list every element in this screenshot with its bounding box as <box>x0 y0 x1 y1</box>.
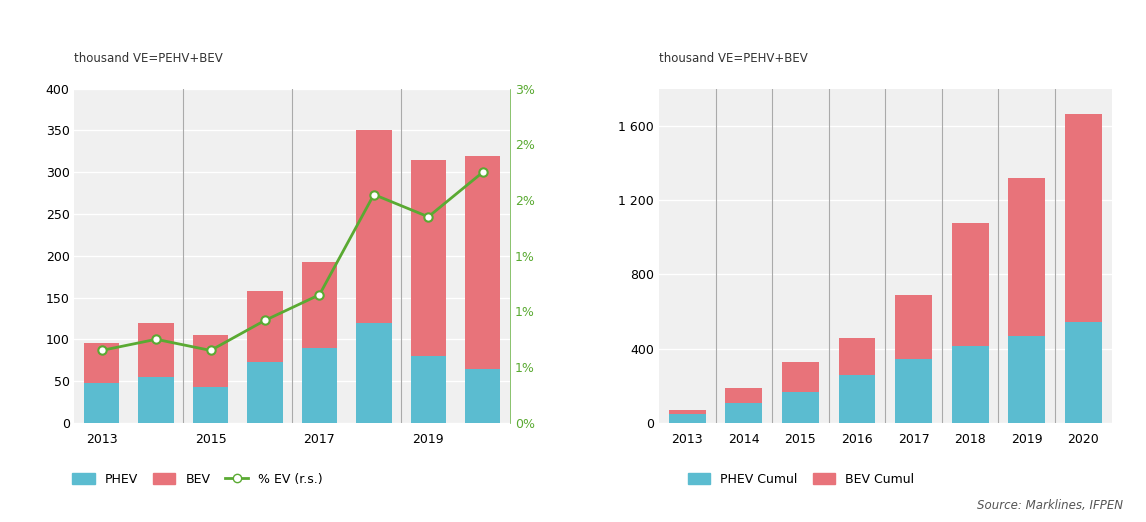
Bar <box>725 404 762 423</box>
Bar <box>465 156 501 369</box>
Legend: PHEV, BEV, % EV (r.s.): PHEV, BEV, % EV (r.s.) <box>72 472 322 485</box>
Bar <box>301 262 337 348</box>
Bar <box>139 377 174 423</box>
Bar <box>669 413 706 423</box>
Bar <box>193 387 228 423</box>
Bar <box>895 295 932 359</box>
Bar <box>839 375 876 423</box>
Legend: PHEV Cumul, BEV Cumul: PHEV Cumul, BEV Cumul <box>688 472 915 485</box>
Bar <box>1065 322 1101 423</box>
Bar <box>839 338 876 375</box>
Bar <box>725 387 762 404</box>
Bar <box>952 346 989 423</box>
Text: Annual sales - USA: Annual sales - USA <box>19 33 195 51</box>
Bar <box>1008 336 1045 423</box>
Bar <box>356 323 392 423</box>
Text: thousand VE=PEHV+BEV: thousand VE=PEHV+BEV <box>659 52 808 65</box>
Text: thousand VE=PEHV+BEV: thousand VE=PEHV+BEV <box>74 52 223 65</box>
Bar <box>1008 178 1045 336</box>
Bar <box>410 160 446 356</box>
Bar <box>952 223 989 346</box>
Bar <box>248 362 283 423</box>
Bar <box>895 359 932 423</box>
Bar <box>465 369 501 423</box>
Bar <box>782 362 818 392</box>
Bar <box>84 342 119 383</box>
Bar <box>193 335 228 387</box>
Bar <box>301 348 337 423</box>
Bar <box>782 392 818 423</box>
Bar <box>410 356 446 423</box>
Bar <box>139 323 174 377</box>
Text: Source: Marklines, IFPEN: Source: Marklines, IFPEN <box>978 499 1123 512</box>
Bar <box>1065 114 1101 322</box>
Text: Cumulative sales - USA: Cumulative sales - USA <box>587 33 803 51</box>
Bar <box>84 383 119 423</box>
Bar <box>669 410 706 413</box>
Bar <box>248 291 283 362</box>
Bar <box>356 130 392 323</box>
